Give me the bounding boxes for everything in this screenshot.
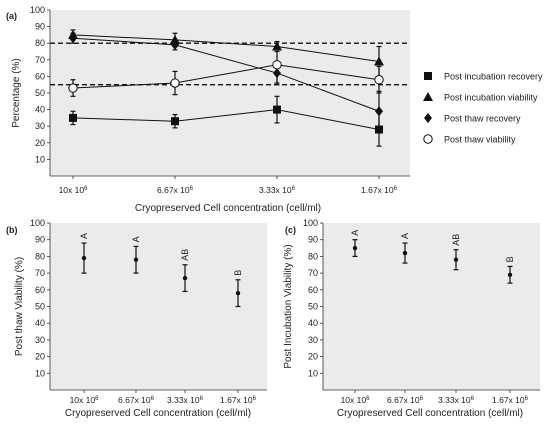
y-tick-label: 60 [35,71,45,81]
legend-marker [423,92,433,101]
panel-c: (c) 10 20 30 40 50 60 70 80 90 100 10x 106 6.67x 106… [283,218,540,419]
y-axis-title: Percentage (%) [11,58,22,127]
y-tick-label: 100 [30,218,45,228]
y-tick-label: 30 [35,335,45,345]
series-line [72,37,380,112]
x-tick-label: 6.67x 106 [387,395,424,405]
significance-letter: A [400,233,410,239]
y-tick-label: 20 [35,138,45,148]
y-tick-label: 10 [35,154,45,164]
plot-area [50,10,410,176]
y-tick-label: 40 [308,318,318,328]
y-axis-title: Post thaw Viability (%) [14,257,25,356]
y-tick-label: 80 [35,38,45,48]
y-tick-label: 100 [30,5,45,15]
x-tick-label: 1.67x 106 [220,395,257,405]
significance-letter: B [505,256,515,262]
data-point [171,39,179,50]
panel-label: (a) [6,11,17,21]
y-tick-label: 70 [308,268,318,278]
y-tick-label: 100 [303,218,318,228]
data-point [170,78,180,88]
legend-label: Post incubation viability [444,93,538,103]
significance-letter: A [350,230,360,236]
data-point [402,250,408,256]
y-tick-label: 80 [35,251,45,261]
x-tick-label: 1.67x 106 [492,395,529,405]
data-point [171,117,179,126]
x-tick-label: 10x 106 [59,185,89,195]
significance-letter: A [79,233,89,239]
panel-label: (c) [285,225,296,235]
x-tick-label: 3.33x 106 [167,395,204,405]
y-tick-label: 10 [308,368,318,378]
data-point [182,275,188,281]
x-axis-title: Cryopreserved Cell concentration (cell/m… [135,203,321,214]
data-point [272,60,282,70]
significance-letter: AB [451,234,461,246]
panel-a: (a) 10 20 30 40 50 60 70 80 90 100 10x 106 6.67x 106… [6,5,543,214]
y-axis-title: Post Incubation Viability (%) [283,244,294,368]
x-tick-label: 6.67x 106 [118,395,155,405]
x-tick-label: 10x 106 [70,395,100,405]
plot-area [323,223,540,390]
data-point [69,33,77,44]
data-point [374,75,384,85]
legend-label: Post thaw recovery [444,114,521,124]
significance-letter: A [131,236,141,242]
series-line [72,109,380,131]
y-tick-label: 70 [35,268,45,278]
y-tick-label: 80 [308,251,318,261]
series-line [72,34,380,62]
legend-marker [424,72,432,80]
y-tick-label: 30 [308,335,318,345]
y-tick-label: 90 [308,235,318,245]
y-tick-label: 20 [308,352,318,362]
data-point [235,290,241,296]
legend-label: Post thaw viability [444,135,516,145]
x-axis-title: Cryopreserved Cell concentration (cell/m… [65,408,251,419]
panel-label: (b) [6,225,18,235]
legend-label: Post incubation recovery [444,72,543,82]
significance-letter: AB [180,249,190,261]
y-tick-label: 90 [35,235,45,245]
data-point [273,105,281,114]
y-tick-label: 70 [35,55,45,65]
data-point [69,113,77,122]
data-point [352,245,358,251]
x-tick-label: 6.67x 106 [157,185,194,195]
panel-b: (b) 10 20 30 40 50 60 70 80 90 100 10x 106 6.67x 106… [6,218,267,419]
y-tick-label: 40 [35,318,45,328]
y-tick-label: 90 [35,22,45,32]
legend-marker [424,113,432,123]
significance-letter: B [233,270,243,276]
data-point [133,257,139,262]
data-point [374,56,384,66]
data-point [507,272,513,277]
y-tick-label: 60 [308,285,318,295]
y-tick-label: 10 [35,368,45,378]
y-tick-label: 40 [35,105,45,115]
data-point [81,255,87,261]
legend: Post incubation recovery Post incubation … [423,72,543,145]
x-tick-label: 3.33x 106 [259,185,296,195]
plot-area [50,223,267,390]
x-tick-label: 3.33x 106 [438,395,475,405]
y-tick-label: 20 [35,352,45,362]
legend-marker [423,134,433,144]
series-line [72,64,380,89]
x-axis-title: Cryopreserved Cell concentration (cell/m… [337,408,523,419]
y-tick-label: 30 [35,121,45,131]
data-point [453,257,459,262]
y-tick-label: 50 [35,88,45,98]
y-tick-label: 60 [35,285,45,295]
data-point [375,106,383,117]
x-tick-label: 10x 106 [341,395,371,405]
series-circle [68,45,384,97]
x-tick-label: 1.67x 106 [361,185,398,195]
data-point [68,83,78,93]
y-tick-label: 50 [35,302,45,312]
y-tick-label: 50 [308,302,318,312]
